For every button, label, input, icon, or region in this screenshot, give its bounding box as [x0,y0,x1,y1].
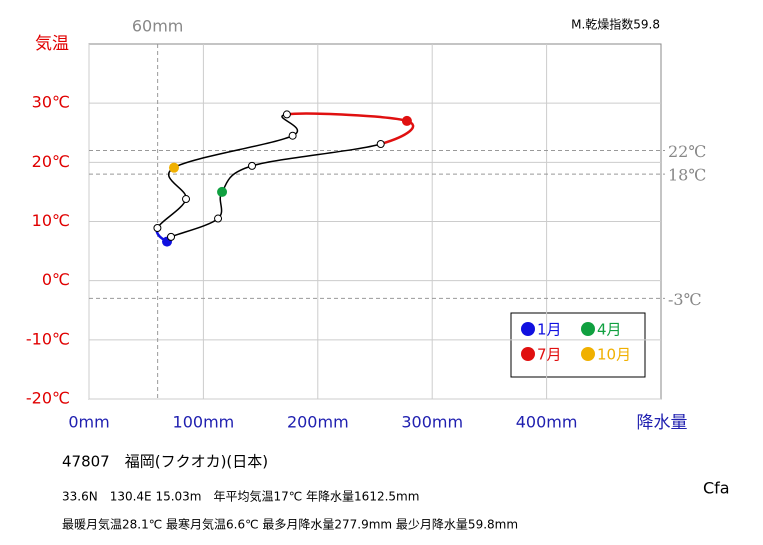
legend-label: 7月 [537,346,562,364]
legend-box [510,312,646,378]
y-tick-label: 0℃ [42,270,70,289]
reference-label: 60mm [132,17,184,36]
y-tick-label: -10℃ [26,329,70,348]
month-point [168,162,179,173]
climate-line [281,113,299,137]
climate-class: Cfa [703,479,730,498]
climate-line [286,112,408,123]
month-point [182,195,191,204]
month-point [376,139,385,148]
summary: 最暖月気温28.1℃ 最寒月気温6.6℃ 最多月降水量277.9mm 最少月降水… [62,517,518,532]
x-tick-label: 400mm [516,413,578,432]
month-point [401,115,412,126]
legend-marker [581,322,595,336]
y-tick-label: 20℃ [32,152,70,171]
month-point [153,224,162,233]
reference-label: 18℃ [668,166,706,185]
x-tick-label: 300mm [401,413,463,432]
reference-label: -3℃ [668,290,701,309]
subtitle: 33.6N 130.4E 15.03m 年平均気温17℃ 年降水量1612.5m… [62,489,419,504]
month-point [288,131,297,140]
legend-label: 1月 [537,321,562,339]
y-tick-label: 30℃ [32,93,70,112]
month-point [217,186,228,197]
climate-line [251,143,381,167]
y-tick-label: 10℃ [32,211,70,230]
month-point [167,232,176,241]
y-axis-label: 気温 [35,34,69,54]
month-point [282,110,291,119]
legend-marker [521,347,535,361]
x-axis-label: 降水量 [637,413,688,433]
dryness-index: M.乾燥指数59.8 [571,17,660,32]
chart-title: 47807 福岡(フクオカ)(日本) [62,453,268,471]
month-point [214,214,223,223]
climate-line [173,135,293,169]
x-tick-label: 0mm [68,413,109,432]
legend-marker [521,322,535,336]
reference-label: 22℃ [668,142,706,161]
legend-label: 10月 [597,346,631,364]
month-point [248,161,257,170]
x-tick-label: 100mm [173,413,235,432]
x-tick-label: 200mm [287,413,349,432]
legend-label: 4月 [597,321,622,339]
y-tick-label: -20℃ [26,389,70,408]
legend-marker [581,347,595,361]
